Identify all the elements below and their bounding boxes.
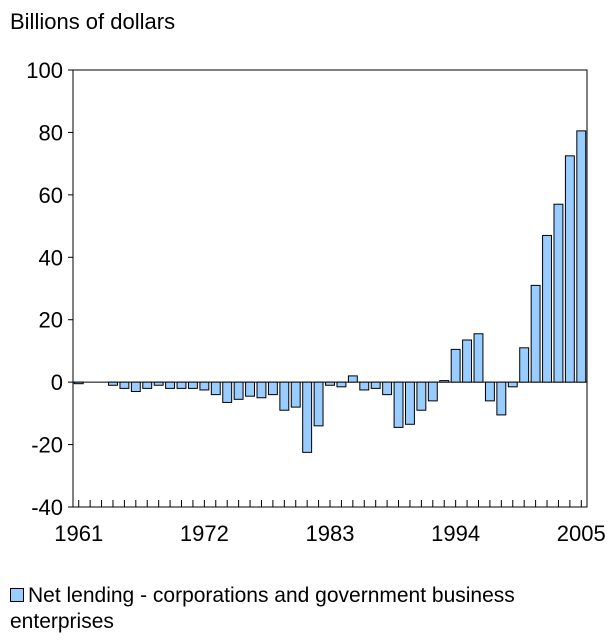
bar-1976 [245,381,255,397]
x-tick-label: 1961 [54,521,103,546]
bar-1980 [290,381,301,408]
bar-1989 [393,381,404,428]
y-tick-label: 80 [39,120,63,145]
bar-1993 [439,380,450,383]
bar-1984 [336,381,347,388]
bar-1999 [507,381,518,388]
bar-1981 [302,381,313,453]
bar-1970 [176,381,187,389]
bar-2003 [553,203,564,383]
bar-1968 [153,381,164,386]
bar-1966 [130,381,141,393]
bar-1987 [370,381,381,389]
bar-1994 [450,348,461,383]
y-tick-label: -40 [31,495,63,520]
bar-1983 [325,381,335,386]
bar-1990 [405,381,415,425]
y-tick-label: 60 [39,183,63,208]
x-tick-label: 2005 [557,521,606,546]
bar-1991 [416,381,427,411]
y-tick-label: 0 [51,370,63,395]
bar-1979 [279,381,290,411]
y-axis-label: Billions of dollars [10,9,175,34]
bar-1969 [165,381,176,389]
bar-1961 [73,381,84,385]
y-tick-label: 100 [26,58,63,83]
plot-frame [72,69,588,508]
bar-chart: Billions of dollars -40 -20 0 20 40 60 80 100 19… [10,9,606,546]
bar-1965 [119,381,130,389]
bar-2005 [576,130,587,383]
bar-1977 [256,381,267,399]
bar-1998 [496,381,507,416]
bar-1985 [347,375,358,383]
bar-1986 [359,381,370,391]
bar-1964 [108,381,118,386]
bar-1972 [199,381,210,391]
legend-label: Net lending - corporations and governmen… [10,584,515,633]
bar-1997 [484,381,495,402]
bar-1971 [187,381,198,389]
bar-1988 [382,381,393,396]
bar-1975 [233,381,244,400]
legend: Net lending - corporations and governmen… [10,583,610,635]
bar-1996 [473,333,484,383]
x-tick-label: 1994 [431,521,480,546]
y-tick-label: 20 [39,308,63,333]
bar-1982 [313,381,324,427]
bar-1995 [462,339,473,383]
y-tick-label: -20 [31,433,63,458]
bar-1978 [267,381,278,396]
bar-2000 [519,347,530,383]
bar-2001 [530,284,541,383]
bar-1992 [427,381,438,402]
bar-1973 [210,381,221,396]
x-tick-label: 1983 [306,521,355,546]
y-tick-label: 40 [39,245,63,270]
bar-1974 [222,381,233,403]
bar-2002 [542,234,552,383]
bar-1967 [142,381,153,389]
x-tick-label: 1972 [180,521,229,546]
legend-swatch [10,587,24,602]
bar-2004 [564,155,575,383]
